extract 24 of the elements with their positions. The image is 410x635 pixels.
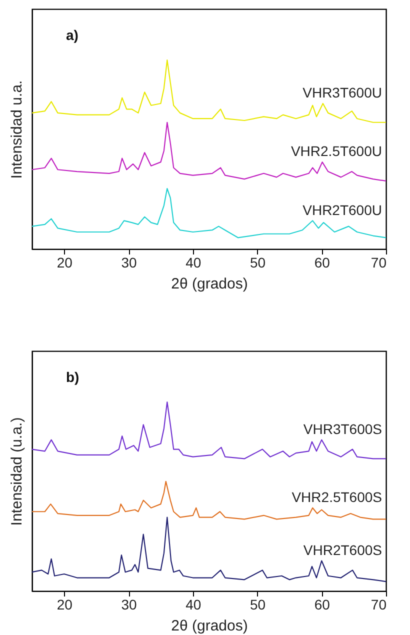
x-tick-label: 50 bbox=[250, 596, 266, 612]
text: b) bbox=[66, 369, 80, 385]
x-tick-label: 70 bbox=[370, 254, 387, 270]
x-tick-label: 30 bbox=[121, 254, 138, 270]
x-tick-label: 60 bbox=[314, 596, 330, 612]
series-label: VHR2.5T600S bbox=[292, 489, 382, 506]
x-tick-label: 20 bbox=[56, 254, 73, 270]
x-tick-label: 30 bbox=[121, 596, 138, 612]
x-tick-label: 60 bbox=[314, 254, 330, 270]
x-tick-label: 40 bbox=[186, 596, 202, 612]
x-tick-label: 20 bbox=[56, 596, 73, 612]
text: a) bbox=[66, 27, 78, 43]
series-label: VHR2T600S bbox=[303, 542, 382, 558]
series-label: VHR2.5T600U bbox=[290, 143, 382, 160]
y-axis-title: Intensidad u.a. bbox=[8, 80, 26, 179]
series-label: VHR3T600U bbox=[302, 84, 382, 101]
series-label: VHR2T600U bbox=[302, 202, 382, 218]
series-label: VHR3T600S bbox=[303, 420, 382, 437]
x-tick-label: 70 bbox=[370, 596, 387, 612]
x-tick-label: 50 bbox=[250, 254, 266, 270]
x-axis-title: 2θ (grados) bbox=[171, 276, 248, 292]
x-tick-label: 40 bbox=[186, 254, 202, 270]
x-axis-title: 2θ (grados) bbox=[171, 618, 248, 634]
y-axis-title: Intensidad (u.a.) bbox=[8, 417, 26, 526]
